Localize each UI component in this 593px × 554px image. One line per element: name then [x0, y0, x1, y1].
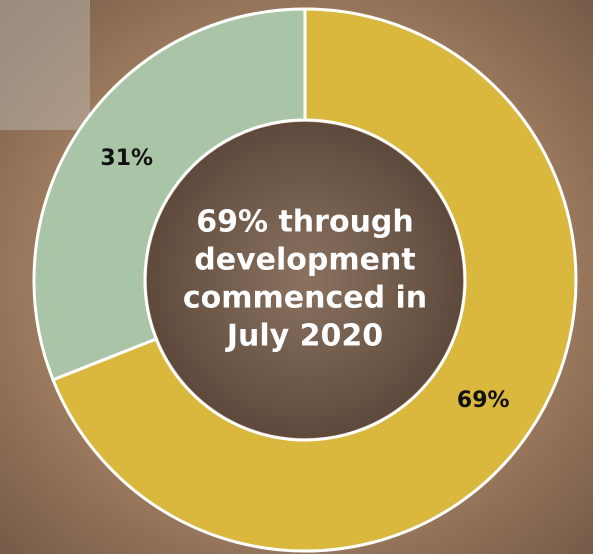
donut-segment [51, 7, 578, 553]
center-text-line: commenced in [183, 281, 427, 316]
value-label: 31% [100, 146, 153, 171]
center-text-line: 69% through [196, 205, 414, 240]
background-structure [0, 0, 90, 130]
value-label: 69% [457, 388, 510, 413]
center-area [147, 122, 463, 438]
donut-segment [32, 7, 307, 382]
center-text-line: development [194, 243, 415, 278]
donut: 69% 31% [32, 7, 578, 553]
center-text-line: July 2020 [225, 319, 383, 354]
